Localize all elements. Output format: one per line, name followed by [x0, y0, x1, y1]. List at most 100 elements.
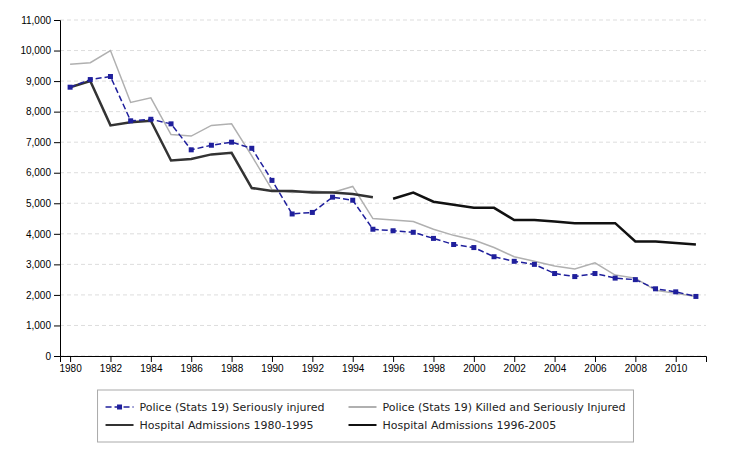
legend-frame	[98, 390, 634, 442]
grid-line	[60, 203, 706, 204]
x-tick: 1988	[221, 356, 244, 374]
series-marker	[673, 289, 678, 294]
series-marker	[613, 276, 618, 281]
y-tick-label: 11,000	[21, 15, 51, 26]
series-marker	[411, 230, 416, 235]
x-tick-label: 1990	[261, 363, 284, 374]
x-tick-mark	[151, 356, 152, 362]
series	[70, 81, 373, 197]
x-tick-label: 1980	[59, 363, 82, 374]
series-marker	[68, 85, 73, 90]
series-marker	[350, 198, 355, 203]
series-group	[68, 51, 699, 299]
y-tick-mark	[54, 173, 60, 174]
x-tick-label: 2000	[463, 363, 486, 374]
x-tick-mark	[514, 356, 515, 362]
x-tick-label: 2002	[504, 363, 527, 374]
y-tick-label: 10,000	[20, 45, 51, 56]
x-tick-mark	[393, 356, 394, 362]
series-marker	[189, 147, 194, 152]
x-tick: 1998	[423, 356, 446, 374]
legend-label: Police (Stats 19) Seriously injured	[140, 401, 325, 414]
y-tick-label: 8,000	[26, 106, 51, 117]
x-tick-label: 1984	[140, 363, 163, 374]
grid-line	[60, 264, 706, 265]
y-tick-mark	[54, 142, 60, 143]
x-tick: 1984	[140, 356, 163, 374]
y-tick: 10,000	[20, 45, 60, 56]
y-tick: 4,000	[26, 229, 60, 240]
legend-item: Police (Stats 19) Seriously injured	[106, 401, 325, 414]
x-tick-mark	[312, 356, 313, 362]
series-marker	[370, 227, 375, 232]
series-marker	[330, 195, 335, 200]
grid-line	[60, 111, 706, 112]
series-marker	[532, 262, 537, 267]
series-marker	[572, 274, 577, 279]
y-tick: 11,000	[21, 15, 60, 26]
grid-line	[60, 142, 706, 143]
legend-item: Hospital Admissions 1980-1995	[106, 419, 314, 432]
y-tick-mark	[54, 295, 60, 296]
series-marker	[229, 140, 234, 145]
legend-item: Police (Stats 19) Killed and Seriously I…	[349, 401, 626, 414]
series-marker	[451, 242, 456, 247]
x-tick-mark	[474, 356, 475, 362]
series-line	[393, 193, 696, 245]
x-tick-mark	[110, 356, 111, 362]
y-axis-line	[54, 21, 61, 357]
x-tick-mark	[353, 356, 354, 362]
series-line	[70, 81, 373, 197]
y-tick-label: 7,000	[26, 137, 51, 148]
series	[393, 193, 696, 245]
series	[70, 51, 696, 297]
y-tick: 8,000	[26, 106, 60, 117]
grid-line	[60, 294, 706, 295]
series-marker	[249, 146, 254, 151]
x-tick-mark	[191, 356, 192, 362]
series-marker	[592, 271, 597, 276]
x-tick-label: 1996	[382, 363, 405, 374]
y-tick: 6,000	[26, 167, 60, 178]
series-marker	[148, 117, 153, 122]
x-tick: 1996	[382, 356, 405, 374]
series-line	[70, 77, 696, 297]
y-tick: 1,000	[26, 320, 60, 331]
series-marker	[310, 210, 315, 215]
grid-line	[60, 325, 706, 326]
x-tick-label: 1986	[181, 363, 204, 374]
series	[68, 74, 699, 299]
x-tick: 2004	[544, 356, 567, 374]
grid-line	[60, 233, 706, 234]
series-marker	[431, 236, 436, 241]
x-tick-label: 2010	[665, 363, 688, 374]
x-tick: 1992	[302, 356, 325, 374]
y-tick: 9,000	[26, 76, 60, 87]
series-marker	[269, 178, 274, 183]
x-tick-mark	[595, 356, 596, 362]
series-line	[70, 51, 696, 297]
y-tick-mark	[54, 20, 60, 21]
y-axis: 01,0002,0003,0004,0005,0006,0007,0008,00…	[20, 15, 60, 362]
chart-svg: 1980198219841986198819901992199419961998…	[0, 0, 731, 461]
x-tick-label: 1998	[423, 363, 446, 374]
x-tick-label: 1994	[342, 363, 365, 374]
y-tick: 7,000	[26, 137, 60, 148]
y-tick-mark	[54, 264, 60, 265]
y-tick: 5,000	[26, 198, 60, 209]
x-tick-label: 2008	[625, 363, 648, 374]
y-tick-label: 0	[45, 351, 51, 362]
grid	[60, 20, 706, 356]
legend-label: Hospital Admissions 1996-2005	[383, 419, 557, 432]
x-tick: 2006	[584, 356, 607, 374]
y-tick-mark	[54, 203, 60, 204]
y-tick-mark	[54, 112, 60, 113]
y-tick-label: 4,000	[26, 229, 51, 240]
x-axis: 1980198219841986198819901992199419961998…	[59, 356, 706, 374]
x-axis-line	[61, 357, 707, 363]
y-tick-label: 1,000	[26, 320, 51, 331]
grid-line	[60, 50, 706, 51]
x-tick-mark	[635, 356, 636, 362]
series-marker	[492, 254, 497, 259]
y-tick-label: 5,000	[26, 198, 51, 209]
